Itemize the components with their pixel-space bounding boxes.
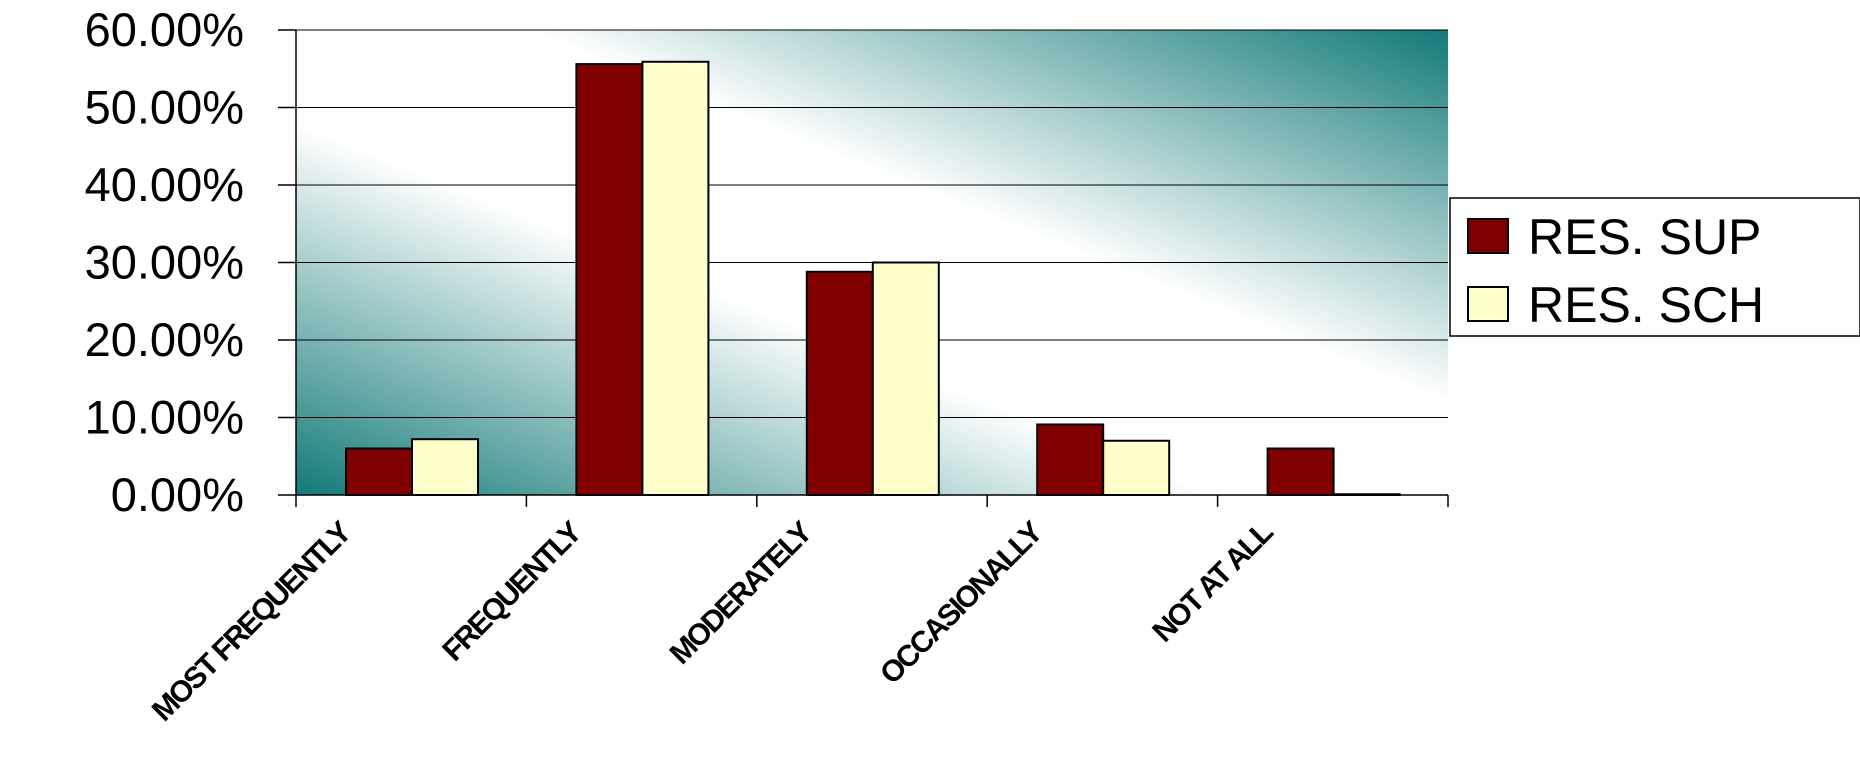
bar-res-sup bbox=[345, 447, 413, 496]
y-tick-label: 0.00% bbox=[111, 468, 244, 521]
y-tick-label: 50.00% bbox=[85, 81, 244, 134]
bar-res-sup bbox=[1036, 423, 1105, 497]
x-tick-label: FREQUENTLY bbox=[436, 515, 588, 667]
bar-res-sup bbox=[805, 270, 874, 496]
y-tick-labels: 0.00% 10.00% 20.00% 30.00% 40.00% 50.00% 60.00… bbox=[85, 3, 244, 521]
bar-res-sup bbox=[575, 63, 644, 496]
bar-res-sch bbox=[871, 261, 940, 496]
legend-swatch bbox=[1467, 286, 1509, 322]
legend-swatch bbox=[1467, 218, 1509, 254]
bar-res-sch bbox=[641, 60, 710, 497]
legend-box bbox=[1449, 197, 1860, 337]
legend: RES. SUP RES. SCH bbox=[1449, 197, 1860, 337]
y-tick-label: 60.00% bbox=[85, 3, 244, 56]
x-tick-label: MODERATELY bbox=[664, 515, 820, 671]
y-tick-label: 10.00% bbox=[85, 391, 244, 444]
legend-label: RES. SCH bbox=[1528, 277, 1764, 333]
x-tick-label: NOT AT ALL bbox=[1146, 515, 1279, 648]
axes bbox=[295, 30, 1449, 507]
bars bbox=[345, 60, 1401, 497]
x-tick-label: MOST FREQUENTLY bbox=[146, 515, 359, 728]
legend-label: RES. SUP bbox=[1528, 209, 1761, 265]
bar-res-sch bbox=[411, 438, 479, 497]
bar-res-sch bbox=[1102, 439, 1171, 496]
x-tick-label: OCCASIONALLY bbox=[874, 515, 1050, 691]
y-tick-label: 30.00% bbox=[85, 236, 244, 289]
y-tick-label: 40.00% bbox=[85, 158, 244, 211]
bar-res-sup bbox=[1266, 447, 1335, 496]
x-tick-labels: MOST FREQUENTLY FREQUENTLY MODERATELY OCCAS… bbox=[146, 515, 1280, 728]
y-tick-label: 20.00% bbox=[85, 313, 244, 366]
